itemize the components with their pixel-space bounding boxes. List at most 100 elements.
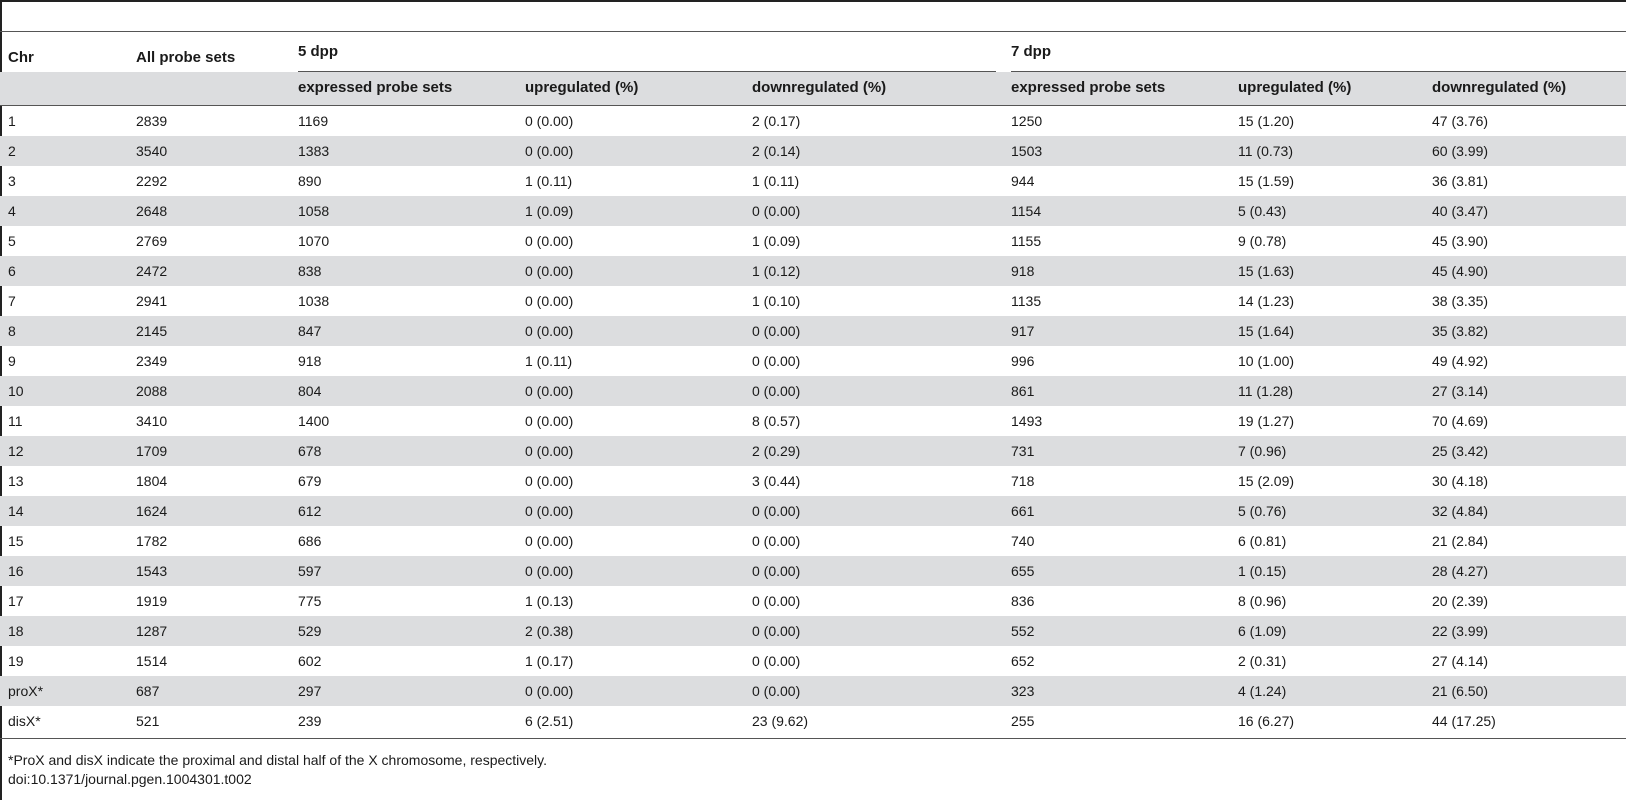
table-cell: 9 (0.78) [1238, 233, 1287, 249]
table-cell: 1 (0.17) [525, 653, 574, 669]
table-cell: 6 [8, 263, 16, 279]
table-cell: 2472 [136, 263, 168, 279]
table-cell: 40 (3.47) [1432, 203, 1489, 219]
table-cell: 1503 [1011, 143, 1043, 159]
table-row: 3 2292 890 1 (0.11) 1 (0.11) 944 15 (1.59) 36 (… [0, 166, 1626, 196]
table-cell: 15 [8, 533, 24, 549]
table-cell: 0 (0.00) [525, 533, 574, 549]
table-cell: 918 [298, 353, 322, 369]
table-cell: 0 (0.00) [525, 263, 574, 279]
table-cell: 45 (4.90) [1432, 263, 1489, 279]
table-cell: 652 [1011, 653, 1035, 669]
table-cell: 2 (0.31) [1238, 653, 1287, 669]
table-cell: 6 (2.51) [525, 713, 574, 729]
table-cell: 13 [8, 473, 24, 489]
table-cell: 16 [8, 563, 24, 579]
header-group-5dpp: 5 dpp [298, 43, 338, 60]
table-cell: 3540 [136, 143, 168, 159]
table-row: 11 3410 1400 0 (0.00) 8 (0.57) 1493 19 (1.27) 7… [0, 406, 1626, 436]
table-cell: 18 [8, 623, 24, 639]
table-row: 2 3540 1383 0 (0.00) 2 (0.14) 1503 11 (0.73) 60… [0, 136, 1626, 166]
table-cell: 7 (0.96) [1238, 443, 1287, 459]
table-cell: 297 [298, 683, 322, 699]
table-body: 1 2839 1169 0 (0.00) 2 (0.17) 1250 15 (1.20) 47… [0, 106, 1626, 736]
table-cell: 45 (3.90) [1432, 233, 1489, 249]
table-cell: 0 (0.00) [525, 143, 574, 159]
header-7dpp-expressed: expressed probe sets [1011, 79, 1166, 96]
table-cell: 1400 [298, 413, 330, 429]
table-cell: 35 (3.82) [1432, 323, 1489, 339]
table-cell: 47 (3.76) [1432, 113, 1489, 129]
table-cell: 8 (0.57) [752, 413, 801, 429]
table-cell: 239 [298, 713, 322, 729]
table-cell: 1250 [1011, 113, 1043, 129]
table-cell: 2648 [136, 203, 168, 219]
table-cell: 1135 [1011, 293, 1042, 309]
header-7dpp-upregulated: upregulated (%) [1238, 79, 1352, 96]
table-cell: 1 (0.15) [1238, 563, 1287, 579]
table-cell: 1493 [1011, 413, 1043, 429]
table-cell: 552 [1011, 623, 1035, 639]
table-cell: 836 [1011, 593, 1035, 609]
table-cell: 612 [298, 503, 322, 519]
table-cell: 49 (4.92) [1432, 353, 1489, 369]
table-cell: 15 (2.09) [1238, 473, 1295, 489]
table-cell: 775 [298, 593, 322, 609]
top-border [0, 0, 1626, 2]
table-cell: 9 [8, 353, 16, 369]
table-cell: 2 [8, 143, 16, 159]
table-row: 10 2088 804 0 (0.00) 0 (0.00) 861 11 (1.28) 27 … [0, 376, 1626, 406]
table-cell: 21 (2.84) [1432, 533, 1489, 549]
table-cell: 11 (1.28) [1238, 383, 1293, 399]
table-cell: 861 [1011, 383, 1035, 399]
table-cell: 1154 [1011, 203, 1042, 219]
table-cell: 323 [1011, 683, 1035, 699]
table-cell: 0 (0.00) [752, 533, 801, 549]
table-cell: 2941 [136, 293, 168, 309]
table-row: 8 2145 847 0 (0.00) 0 (0.00) 917 15 (1.64) 35 (… [0, 316, 1626, 346]
table-cell: 0 (0.00) [525, 413, 574, 429]
table-cell: 2839 [136, 113, 168, 129]
table-row: disX* 521 239 6 (2.51) 23 (9.62) 255 16 (6.27)… [0, 706, 1626, 736]
table-cell: 44 (17.25) [1432, 713, 1496, 729]
table-cell: 2292 [136, 173, 168, 189]
table-cell: 0 (0.00) [752, 623, 801, 639]
table-cell: 679 [298, 473, 322, 489]
table-cell: 1709 [136, 443, 168, 459]
table-cell: 1514 [136, 653, 168, 669]
table-cell: 1 (0.12) [752, 263, 801, 279]
table-cell: 996 [1011, 353, 1035, 369]
table-cell: 1 (0.13) [525, 593, 574, 609]
table-cell: 7 [8, 293, 16, 309]
table-row: 17 1919 775 1 (0.13) 0 (0.00) 836 8 (0.96) 20 (… [0, 586, 1626, 616]
header-5dpp-expressed: expressed probe sets [298, 79, 453, 96]
table-cell: 19 (1.27) [1238, 413, 1295, 429]
table-row: 5 2769 1070 0 (0.00) 1 (0.09) 1155 9 (0.78) 45 … [0, 226, 1626, 256]
table-cell: 4 (1.24) [1238, 683, 1287, 699]
table-cell: 1 [8, 113, 16, 129]
table-row: 1 2839 1169 0 (0.00) 2 (0.17) 1250 15 (1.20) 47… [0, 106, 1626, 136]
table-cell: 36 (3.81) [1432, 173, 1489, 189]
table-cell: 10 (1.00) [1238, 353, 1295, 369]
table-cell: 5 (0.76) [1238, 503, 1287, 519]
table-cell: 918 [1011, 263, 1035, 279]
table-cell: 597 [298, 563, 322, 579]
table-cell: 0 (0.00) [525, 473, 574, 489]
table-cell: 661 [1011, 503, 1035, 519]
table-cell: 1070 [298, 233, 330, 249]
table-cell: 917 [1011, 323, 1035, 339]
table-cell: 28 (4.27) [1432, 563, 1489, 579]
table-cell: 2769 [136, 233, 168, 249]
table-cell: 5 [8, 233, 16, 249]
table-cell: 0 (0.00) [525, 323, 574, 339]
table-cell: 19 [8, 653, 24, 669]
table-cell: 1782 [136, 533, 168, 549]
table-cell: 11 (0.73) [1238, 143, 1293, 159]
table-cell: 25 (3.42) [1432, 443, 1489, 459]
table-cell: 3 (0.44) [752, 473, 801, 489]
table-cell: 3 [8, 173, 16, 189]
table-cell: 17 [8, 593, 24, 609]
table-cell: 0 (0.00) [752, 593, 801, 609]
table-cell: 1 (0.09) [752, 233, 801, 249]
table-row: 13 1804 679 0 (0.00) 3 (0.44) 718 15 (2.09) 30 … [0, 466, 1626, 496]
